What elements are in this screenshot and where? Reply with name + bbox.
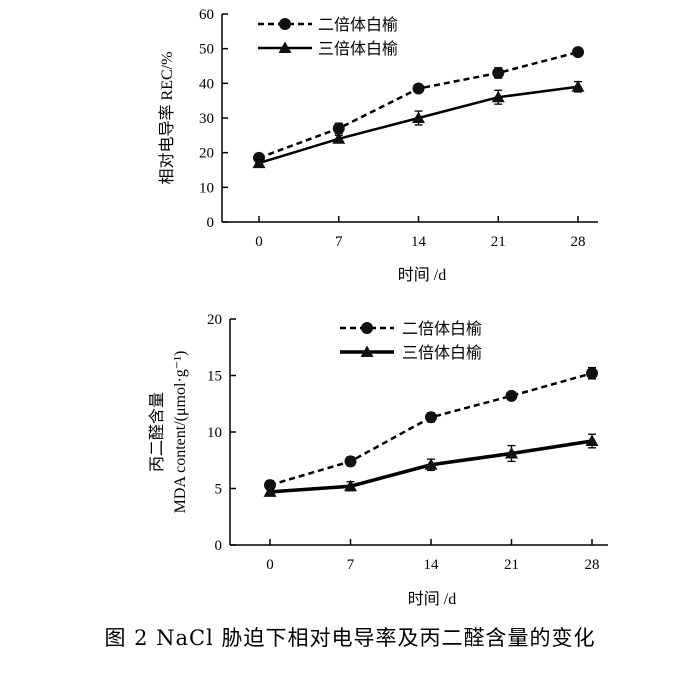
y-tick-label: 20 [199,146,214,162]
data-point-mda-triploid [505,446,518,459]
figure-caption: 图 2 NaCl 胁迫下相对电导率及丙二醛含量的变化 [104,626,596,650]
y-tick-label: 5 [215,482,223,498]
data-point-mda-diploid [344,455,357,468]
chart-mda-x-ticks: 0 7 14 21 28 [266,539,600,573]
data-point-rec-triploid [491,90,505,103]
chart-mda: 0 5 10 15 20 0 7 14 21 28 时间 /d 丙二醛含量 MDA conten… [148,312,608,608]
legend-rec-diploid-marker [279,18,291,30]
y-tick-label: 0 [207,215,215,231]
x-tick-label: 28 [571,234,586,250]
data-point-mda-triploid [263,485,277,497]
x-tick-label: 21 [504,557,519,573]
data-point-rec-triploid [412,111,425,123]
y-tick-label: 50 [199,42,214,58]
chart-rec: 0 10 20 30 40 50 60 0 7 14 21 28 时间 /d 相对电导率 REC/%… [158,7,598,284]
x-tick-label: 0 [255,234,263,250]
data-point-rec-diploid [572,46,584,59]
chart-rec-axes [221,14,598,223]
chart-rec-x-title: 时间 /d [398,266,446,284]
chart-mda-y-title-unit: MDA content/(μmol·g⁻¹) [172,351,189,514]
legend-rec-triploid-marker [278,41,292,53]
chart-rec-legend: 二倍体白榆 三倍体白榆 [258,16,398,58]
legend-mda-triploid-label: 三倍体白榆 [402,344,482,362]
data-point-mda-triploid [424,458,438,470]
chart-mda-legend: 二倍体白榆 三倍体白榆 [340,320,482,362]
data-point-mda-diploid [425,411,437,424]
data-point-rec-triploid [571,80,585,92]
data-point-mda-triploid [344,479,357,492]
chart-rec-series [252,46,585,169]
x-tick-label: 14 [411,234,427,250]
y-tick-label: 40 [199,76,214,92]
y-tick-label: 0 [215,538,223,554]
legend-mda-diploid-marker [361,322,373,334]
y-tick-label: 10 [199,180,214,196]
legend-mda-triploid-marker [360,345,374,357]
y-tick-label: 10 [207,425,222,441]
data-point-rec-diploid [492,66,505,79]
chart-mda-x-title: 时间 /d [408,590,456,608]
legend-rec-triploid-label: 三倍体白榆 [318,40,398,58]
legend-rec-diploid-label: 二倍体白榆 [318,16,398,34]
x-tick-label: 7 [335,234,343,250]
data-point-rec-triploid [332,132,346,144]
y-tick-label: 60 [199,7,214,23]
chart-rec-y-title: 相对电导率 REC/% [158,52,176,185]
data-point-rec-triploid [252,156,266,169]
data-point-mda-diploid [505,389,518,402]
y-tick-label: 30 [199,111,214,127]
y-tick-label: 15 [207,369,222,385]
chart-mda-y-title: 丙二醛含量 [148,392,166,472]
x-tick-label: 0 [266,557,274,573]
chart-mda-y-ticks: 0 5 10 15 20 [207,312,236,554]
x-tick-label: 7 [347,557,355,573]
chart-rec-y-ticks: 0 10 20 30 40 50 60 [199,7,228,231]
data-point-rec-diploid [412,82,425,95]
chart-rec-x-ticks: 0 7 14 21 28 [255,216,586,250]
x-tick-label: 14 [424,557,440,573]
x-tick-label: 28 [585,557,600,573]
data-point-mda-triploid [585,434,599,447]
y-tick-label: 20 [207,312,222,328]
series-line-rec-diploid [258,50,579,160]
data-point-mda-diploid [586,367,598,380]
chart-mda-series [263,366,599,497]
data-point-rec-diploid [332,122,345,135]
legend-mda-diploid-label: 二倍体白榆 [402,320,482,338]
x-tick-label: 21 [491,234,506,250]
